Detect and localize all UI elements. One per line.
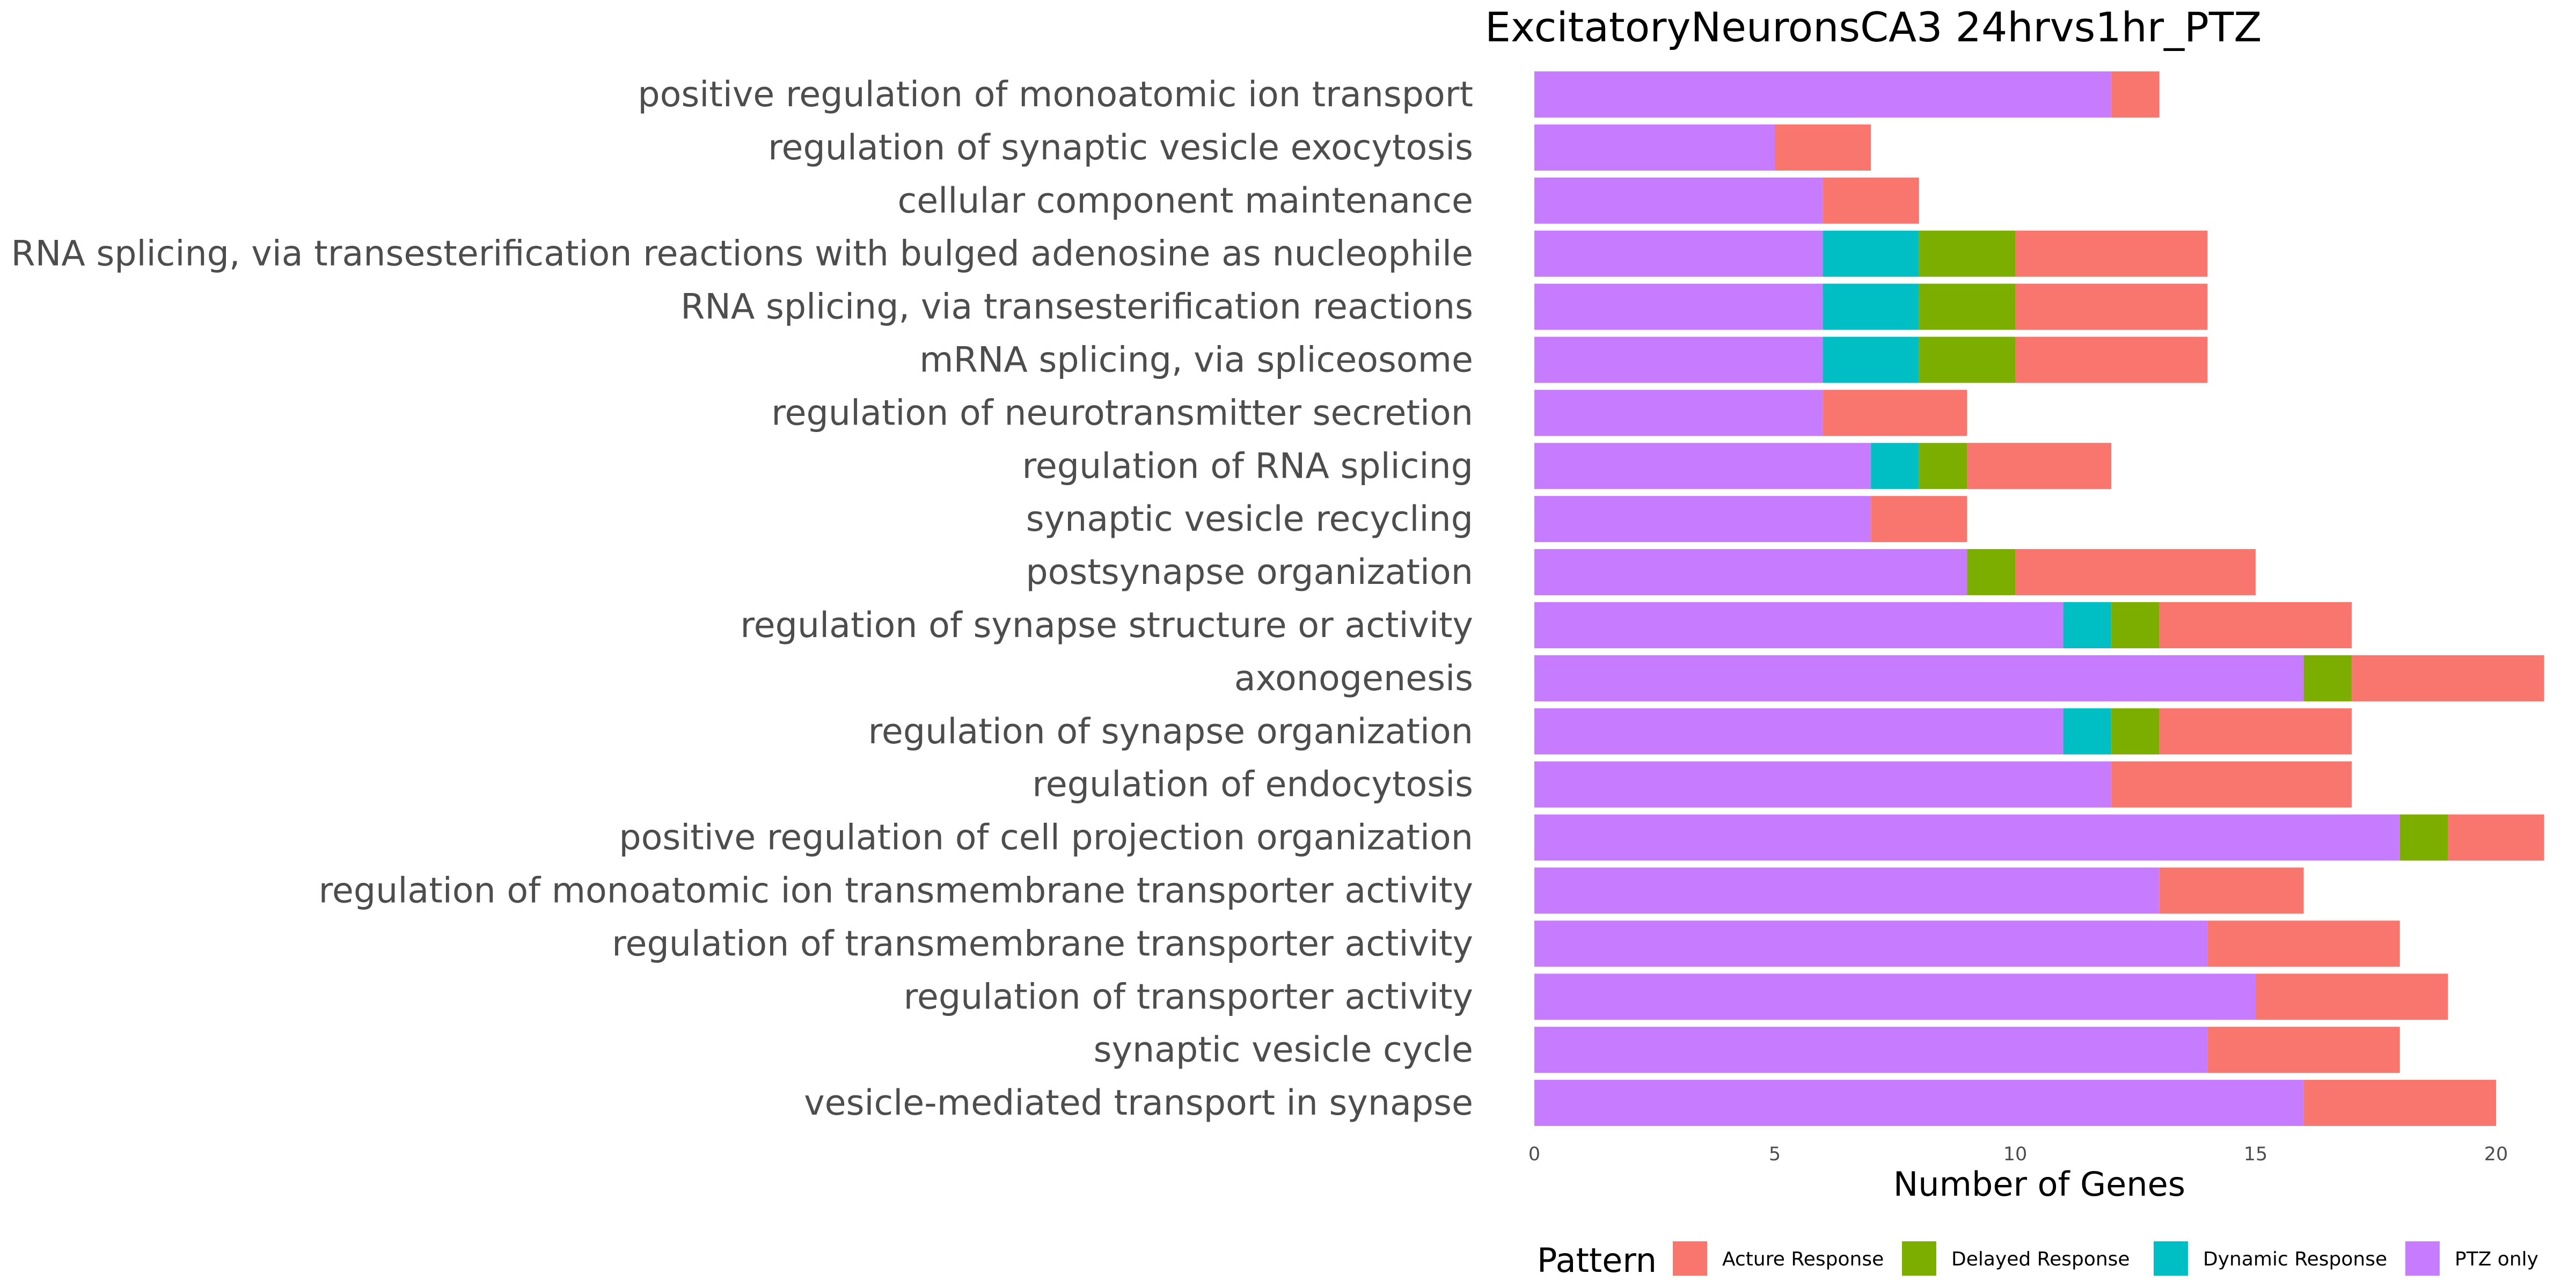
- category-label: positive regulation of monoatomic ion tr…: [638, 75, 1473, 115]
- bar-segment-ptz-only: [1534, 1080, 2304, 1126]
- bar-segment-delayed-response: [1967, 549, 2015, 596]
- bar-segment-acture-response: [2015, 336, 2208, 383]
- category-label: RNA splicing, via transesterification re…: [680, 287, 1473, 327]
- bar-segment-ptz-only: [1534, 761, 2112, 808]
- bar-segment-acture-response: [2111, 71, 2160, 118]
- bar-segment-ptz-only: [1534, 230, 1823, 277]
- x-tick-label: 5: [1769, 1144, 1781, 1165]
- bar-segment-delayed-response: [2111, 602, 2160, 648]
- category-label: regulation of synapse organization: [868, 712, 1473, 752]
- bar-segment-ptz-only: [1534, 920, 2208, 967]
- x-tick-label: 0: [1528, 1144, 1540, 1165]
- category-labels: positive regulation of monoatomic ion tr…: [11, 75, 1473, 1123]
- category-label: cellular component maintenance: [897, 181, 1473, 221]
- legend-swatch-acture-response: [1673, 1241, 1707, 1276]
- legend-label: PTZ only: [2455, 1248, 2538, 1270]
- bar-segment-acture-response: [1823, 390, 1967, 436]
- x-tick-label: 10: [2003, 1144, 2028, 1165]
- bar-segment-dynamic-response: [1823, 283, 1919, 330]
- bar-segment-delayed-response: [1919, 443, 1967, 489]
- category-label: positive regulation of cell projection o…: [619, 818, 1473, 858]
- bar-segment-delayed-response: [2399, 814, 2448, 861]
- legend-label: Acture Response: [1722, 1248, 1884, 1270]
- bar-segment-delayed-response: [2303, 655, 2352, 701]
- bar-segment-dynamic-response: [1871, 443, 1919, 489]
- bar-segment-acture-response: [2256, 974, 2448, 1020]
- bar-segment-ptz-only: [1534, 655, 2304, 701]
- category-label: vesicle-mediated transport in synapse: [804, 1083, 1473, 1123]
- legend: Pattern Acture Response Delayed Response D…: [1537, 1241, 2538, 1280]
- bar-segment-ptz-only: [1534, 390, 1823, 436]
- bar-segment-delayed-response: [1919, 230, 2015, 277]
- bar-segment-acture-response: [2352, 655, 2544, 701]
- bar-segment-acture-response: [2015, 230, 2208, 277]
- category-label: axonogenesis: [1234, 658, 1473, 699]
- legend-swatch-delayed-response: [1902, 1241, 1936, 1276]
- bar-segment-ptz-only: [1534, 71, 2112, 118]
- legend-label: Dynamic Response: [2203, 1248, 2387, 1270]
- bar-segment-delayed-response: [1919, 336, 2015, 383]
- bar-segment-acture-response: [1871, 496, 1967, 543]
- legend-label: Delayed Response: [1951, 1248, 2130, 1270]
- bar-segment-acture-response: [1823, 177, 1919, 224]
- category-label: regulation of transporter activity: [904, 977, 1473, 1017]
- bar-segment-ptz-only: [1534, 124, 1775, 171]
- bar-segment-dynamic-response: [1823, 336, 1919, 383]
- category-label: regulation of RNA splicing: [1022, 446, 1473, 486]
- bar-segment-ptz-only: [1534, 443, 1871, 489]
- x-tick-label: 20: [2484, 1144, 2508, 1165]
- bar-segment-acture-response: [2111, 761, 2352, 808]
- legend-swatch-ptz-only: [2405, 1241, 2440, 1276]
- x-axis-ticks: 0 5 10 15 20: [1528, 1144, 2508, 1165]
- category-label: mRNA splicing, via spliceosome: [919, 340, 1473, 380]
- bar-segment-ptz-only: [1534, 1027, 2208, 1073]
- bar-segment-acture-response: [2159, 708, 2352, 755]
- bar-segment-dynamic-response: [2063, 708, 2112, 755]
- bar-segment-ptz-only: [1534, 867, 2160, 914]
- bar-segment-acture-response: [2207, 920, 2400, 967]
- bar-segment-acture-response: [2159, 602, 2352, 648]
- bar-segment-ptz-only: [1534, 814, 2400, 861]
- category-label: regulation of transmembrane transporter …: [612, 924, 1473, 964]
- category-label: regulation of synapse structure or activ…: [740, 605, 1473, 646]
- bar-segment-acture-response: [2303, 1080, 2496, 1126]
- category-label: regulation of monoatomic ion transmembra…: [319, 871, 1473, 911]
- category-label: regulation of synaptic vesicle exocytosi…: [768, 128, 1473, 168]
- legend-title: Pattern: [1537, 1241, 1657, 1280]
- bar-segment-acture-response: [2015, 549, 2256, 596]
- category-label: RNA splicing, via transesterification re…: [11, 234, 1473, 274]
- category-label: regulation of endocytosis: [1032, 765, 1473, 805]
- bar-segment-acture-response: [1967, 443, 2112, 489]
- bar-segment-ptz-only: [1534, 602, 2063, 648]
- bar-segment-ptz-only: [1534, 708, 2063, 755]
- bar-segment-acture-response: [2015, 283, 2208, 330]
- bars: [1534, 71, 2544, 1126]
- bar-segment-ptz-only: [1534, 336, 1823, 383]
- bar-segment-delayed-response: [2111, 708, 2160, 755]
- bar-segment-dynamic-response: [2063, 602, 2112, 648]
- category-label: synaptic vesicle recycling: [1026, 499, 1473, 539]
- category-label: regulation of neurotransmitter secretion: [771, 393, 1473, 433]
- bar-segment-delayed-response: [1919, 283, 2015, 330]
- bar-segment-ptz-only: [1534, 496, 1871, 543]
- bar-segment-acture-response: [2159, 867, 2304, 914]
- bar-segment-acture-response: [2448, 814, 2544, 861]
- bar-segment-acture-response: [2207, 1027, 2400, 1073]
- x-axis-title: Number of Genes: [1893, 1165, 2185, 1204]
- chart-title: ExcitatoryNeuronsCA3 24hrvs1hr_PTZ: [1485, 3, 2262, 51]
- category-label: synaptic vesicle cycle: [1094, 1030, 1473, 1070]
- bar-segment-acture-response: [1775, 124, 1871, 171]
- category-label: postsynapse organization: [1026, 552, 1473, 592]
- bar-segment-dynamic-response: [1823, 230, 1919, 277]
- bar-segment-ptz-only: [1534, 974, 2256, 1020]
- legend-swatch-dynamic-response: [2154, 1241, 2188, 1276]
- x-tick-label: 15: [2244, 1144, 2268, 1165]
- bar-segment-ptz-only: [1534, 177, 1823, 224]
- bar-segment-ptz-only: [1534, 549, 1967, 596]
- bar-segment-ptz-only: [1534, 283, 1823, 330]
